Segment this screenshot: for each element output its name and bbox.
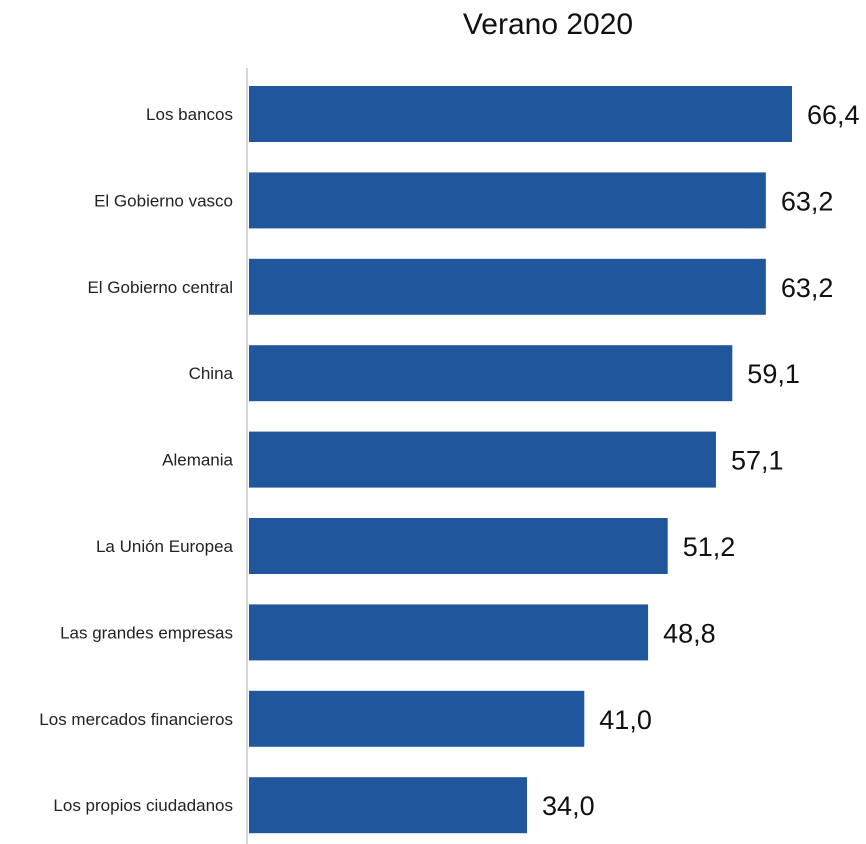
value-label: 34,0 <box>542 791 595 821</box>
value-label: 51,2 <box>683 532 736 562</box>
bar <box>249 86 792 142</box>
bar <box>249 777 528 834</box>
value-label: 48,8 <box>663 618 716 648</box>
bar <box>249 258 766 315</box>
bars-group: Los bancos 66,4 El Gobierno vasco 63,2 El Go… <box>39 86 860 834</box>
bar <box>249 604 649 661</box>
category-label: El Gobierno central <box>87 278 233 297</box>
category-label: Los mercados financieros <box>39 710 233 729</box>
category-label: Las grandes empresas <box>60 623 233 642</box>
value-label: 57,1 <box>731 446 784 476</box>
value-label: 66,4 <box>807 100 860 130</box>
bar <box>249 690 585 747</box>
category-label: Los propios ciudadanos <box>53 796 233 815</box>
bar <box>249 345 733 402</box>
value-label: 59,1 <box>747 359 800 389</box>
category-label: Alemania <box>162 451 233 470</box>
value-label: 63,2 <box>781 186 834 216</box>
value-label: 63,2 <box>781 273 834 303</box>
bar <box>249 518 668 574</box>
category-label: La Unión Europea <box>96 537 234 556</box>
bar <box>249 172 766 229</box>
bar <box>249 431 716 488</box>
chart-title: Verano 2020 <box>462 8 634 41</box>
category-label: Los bancos <box>146 105 233 124</box>
value-label: 41,0 <box>599 705 652 735</box>
category-label: China <box>189 364 234 383</box>
category-label: El Gobierno vasco <box>94 191 233 210</box>
